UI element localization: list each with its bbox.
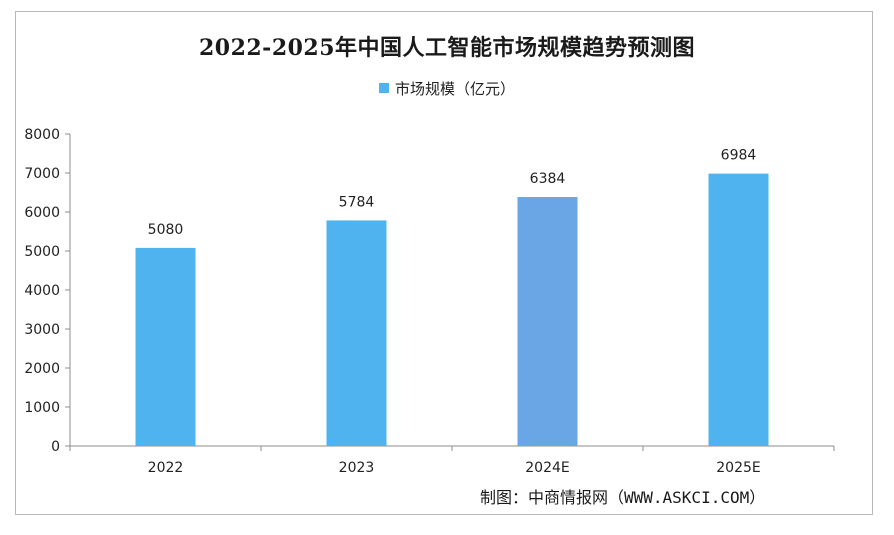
bar-2024E — [517, 197, 578, 446]
source-credit: 制图：中商情报网（WWW.ASKCI.COM） — [480, 488, 766, 507]
category-label-2022: 2022 — [148, 460, 184, 476]
legend-swatch — [378, 83, 389, 93]
y-tick-label: 0 — [51, 439, 60, 455]
bar-2022 — [135, 247, 196, 446]
data-label-2023: 5784 — [339, 194, 375, 210]
y-tick-label: 8000 — [24, 127, 60, 143]
data-label-2025E: 6984 — [721, 148, 757, 164]
category-label-2025E: 2025E — [716, 460, 760, 476]
y-tick-label: 5000 — [24, 244, 60, 260]
y-tick-label: 2000 — [24, 361, 60, 377]
y-tick-label: 1000 — [24, 400, 60, 416]
legend: 市场规模（亿元） — [0, 78, 894, 99]
y-tick-label: 4000 — [24, 283, 60, 299]
y-tick-label: 3000 — [24, 322, 60, 338]
chart-title: 2022-2025年中国人工智能市场规模趋势预测图 — [198, 35, 696, 61]
y-tick-label: 6000 — [24, 205, 60, 221]
data-label-2024E: 6384 — [530, 171, 566, 187]
category-label-2024E: 2024E — [525, 460, 569, 476]
data-label-2022: 5080 — [148, 222, 184, 238]
y-tick-label: 7000 — [24, 166, 60, 182]
legend-label: 市场规模（亿元） — [394, 80, 515, 98]
category-label-2023: 2023 — [339, 460, 375, 476]
bar-2025E — [708, 173, 769, 446]
bar-2023 — [326, 220, 387, 446]
